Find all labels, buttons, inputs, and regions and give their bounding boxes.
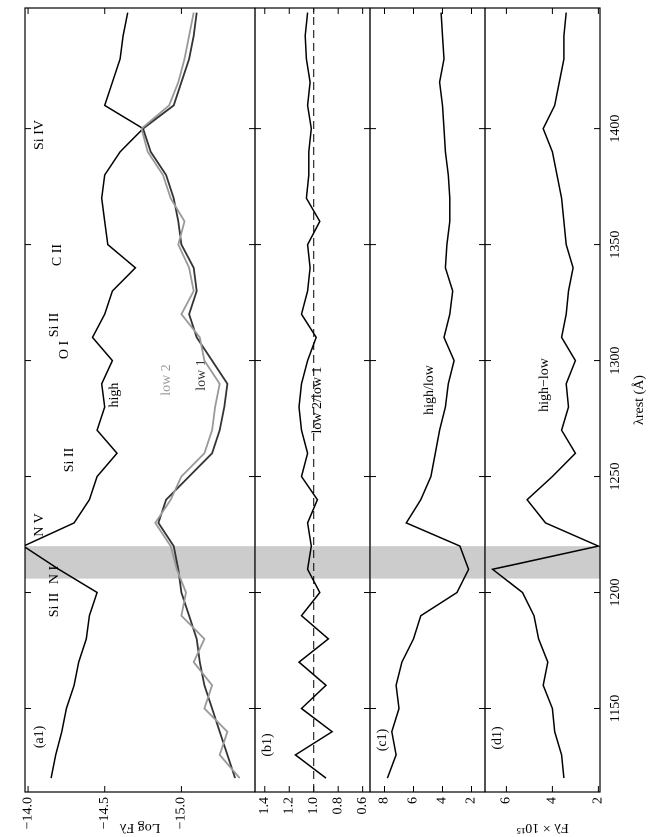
series-label: high/low — [422, 364, 437, 415]
spectrum-line — [25, 12, 145, 779]
spectrum-line — [142, 12, 236, 779]
y-tick-label: 8 — [377, 797, 392, 804]
x-tick-label: 1300 — [608, 347, 623, 375]
y-tick-label: −14.5 — [97, 797, 112, 829]
panel-label: (d1) — [490, 726, 505, 750]
line-annotation: Si II — [47, 312, 62, 337]
y-tick-label: −15.0 — [174, 797, 189, 829]
y-tick-label: 1.0 — [306, 797, 321, 815]
series-label: low 1 — [194, 359, 209, 391]
panel-label: (a1) — [32, 725, 47, 748]
y-tick-label: 1.4 — [257, 797, 272, 815]
series-label: low 2/low 1 — [310, 367, 325, 434]
line-annotation: N V — [32, 513, 47, 536]
shaded-region — [370, 546, 485, 579]
x-tick-label: 1400 — [608, 115, 623, 143]
shaded-region — [255, 546, 370, 579]
panel-label: (c1) — [375, 728, 390, 751]
y-tick-label: 1.2 — [281, 797, 296, 815]
x-tick-label: 1200 — [608, 579, 623, 607]
line-annotation: Si IV — [32, 120, 47, 150]
y-tick-label: 2 — [464, 797, 479, 804]
spectrum-line — [294, 12, 334, 779]
x-tick-label: 1350 — [608, 231, 623, 259]
line-annotation: O I — [57, 341, 72, 360]
line-annotation: Si II — [62, 447, 77, 472]
y-tick-label: 0.6 — [355, 797, 370, 815]
line-annotation: C II — [50, 244, 65, 267]
spectrum-line — [386, 12, 470, 779]
y-tick-label: 6 — [406, 797, 421, 804]
y-tick-label: 2 — [591, 797, 606, 804]
shaded-region — [485, 546, 600, 579]
x-tick-label: 1150 — [608, 695, 623, 722]
spectrum-line — [140, 12, 241, 779]
series-label: low 2 — [159, 364, 174, 396]
panel-frame — [484, 7, 601, 793]
y-tick-label: −14.0 — [20, 797, 35, 829]
y-axis-label: Log Fλ — [119, 820, 160, 835]
y-tick-label: 4 — [435, 797, 450, 804]
x-axis-label: λrest (Å) — [631, 375, 647, 425]
panel-frame — [24, 7, 256, 793]
rotated-figure: −15.0 −14.5 −14.0 high low 1 low 2 Si II N I N V… — [20, 7, 647, 835]
panel-label: (b1) — [260, 733, 275, 757]
shaded-region — [25, 546, 255, 579]
line-annotation: Si II — [47, 592, 62, 617]
x-tick-label: 1250 — [608, 463, 623, 491]
y-tick-label: 0.8 — [330, 797, 345, 815]
line-annotation: N I — [47, 566, 62, 585]
series-label: high−low — [537, 357, 552, 412]
y-tick-label: 6 — [499, 797, 514, 804]
y-axis-label: Fλ × 10¹⁵ — [516, 820, 569, 835]
series-label: high — [107, 383, 122, 408]
spectrum-line — [490, 12, 600, 779]
y-tick-label: 4 — [545, 797, 560, 804]
